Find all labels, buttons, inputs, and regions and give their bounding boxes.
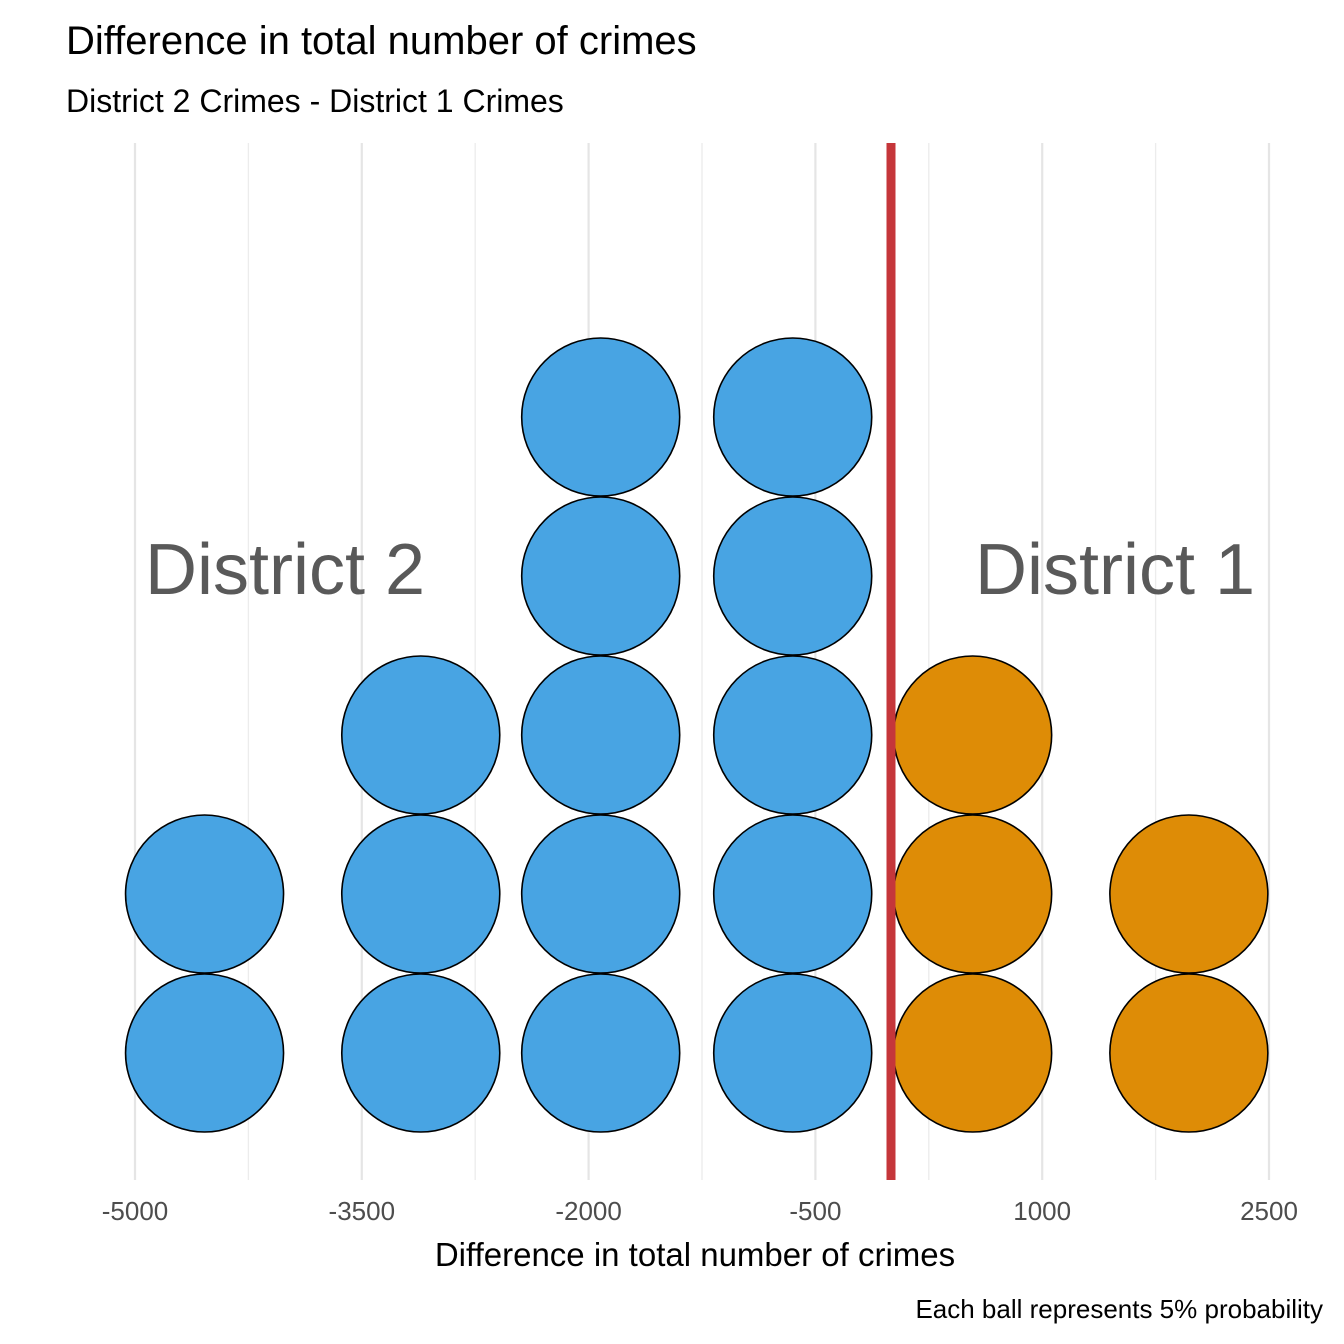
ball-col4-1 <box>892 814 1053 974</box>
ball-col5-0 <box>1109 973 1269 1133</box>
dot-columns <box>124 337 1269 1133</box>
region-label-right: District 1 <box>975 530 1255 610</box>
ball-col1-0 <box>340 973 501 1133</box>
x-tick-label-4: 1000 <box>1013 1196 1071 1226</box>
ball-col4-2 <box>892 655 1053 815</box>
ball-col3-0 <box>712 973 873 1133</box>
chart-caption: Each ball represents 5% probability <box>915 1294 1323 1324</box>
x-axis-ticks: -5000 -3500 -2000 -500 1000 2500 <box>102 1196 1298 1226</box>
ball-col2-3 <box>520 496 681 656</box>
chart-subtitle: District 2 Crimes - District 1 Crimes <box>66 83 564 119</box>
ball-col2-4 <box>520 337 681 497</box>
x-tick-label-0: -5000 <box>102 1196 169 1226</box>
ball-col3-2 <box>712 655 873 815</box>
ball-col2-2 <box>520 655 681 815</box>
chart-title: Difference in total number of crimes <box>66 19 697 63</box>
ball-col5-1 <box>1109 814 1269 974</box>
ball-col3-1 <box>712 814 873 974</box>
grid <box>133 143 1271 1180</box>
ball-col1-2 <box>340 655 501 815</box>
x-tick-label-1: -3500 <box>329 1196 396 1226</box>
ball-col2-1 <box>520 814 681 974</box>
x-axis-title: Difference in total number of crimes <box>435 1236 955 1273</box>
ball-col3-4 <box>712 337 873 497</box>
x-tick-label-3: -500 <box>789 1196 841 1226</box>
ball-col3-3 <box>712 496 873 656</box>
ball-col0-0 <box>124 973 285 1133</box>
ball-col2-0 <box>520 973 681 1133</box>
ball-col0-1 <box>124 814 285 974</box>
region-label-left: District 2 <box>145 530 425 610</box>
x-tick-label-2: -2000 <box>555 1196 622 1226</box>
ball-col4-0 <box>892 973 1053 1133</box>
ball-col1-1 <box>340 814 501 974</box>
x-tick-label-5: 2500 <box>1240 1196 1298 1226</box>
